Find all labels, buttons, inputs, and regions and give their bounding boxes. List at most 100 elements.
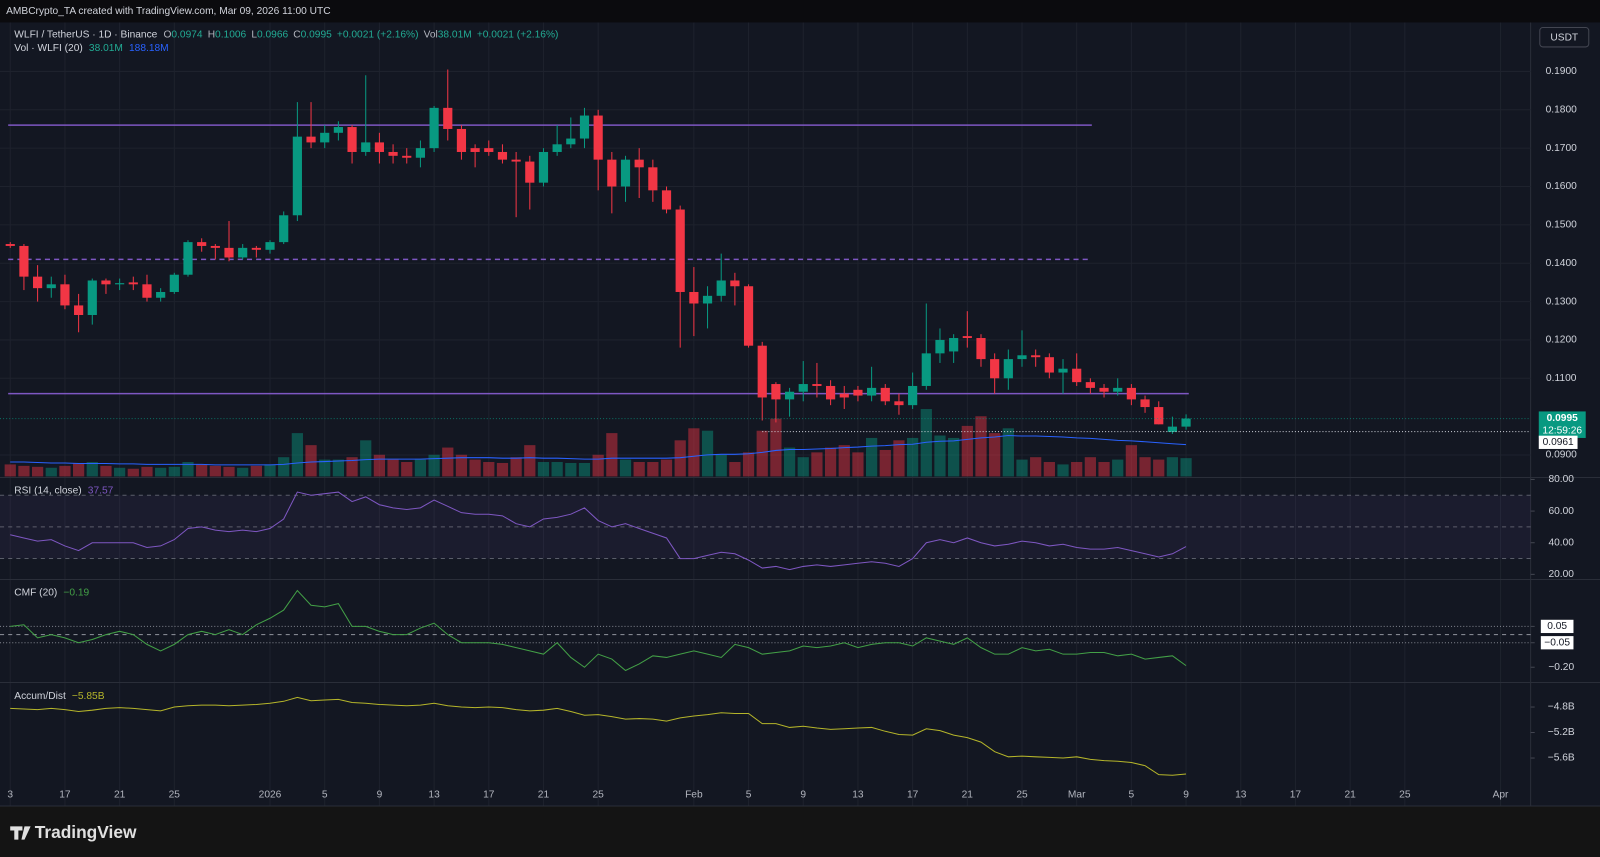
candle-body — [1099, 387, 1109, 392]
y-tick-label: −0.05 — [1544, 637, 1570, 648]
rsi-title: RSI (14, close) — [14, 485, 81, 496]
volume-bar — [45, 467, 57, 477]
x-tick-label: Apr — [1493, 789, 1509, 800]
candle-body — [470, 148, 480, 152]
volume-bar — [223, 466, 235, 477]
y-tick-label: 0.1700 — [1546, 143, 1577, 154]
h-value: 0.1006 — [215, 29, 246, 40]
candle-body — [1017, 355, 1027, 360]
x-tick-label: 25 — [592, 789, 604, 800]
candle-body — [197, 242, 207, 246]
x-tick-label: 9 — [800, 789, 806, 800]
y-tick-label: 20.00 — [1548, 569, 1574, 580]
candle-body — [867, 387, 877, 396]
candle-body — [46, 284, 56, 289]
volume-bar — [401, 462, 413, 477]
indicator-line — [10, 491, 1187, 571]
legend-volume: Vol · WLFI (20) 38.01M 188.18M — [14, 43, 168, 54]
bottom-bar — [0, 805, 1600, 857]
x-tick-label: 13 — [428, 789, 440, 800]
volume-bar — [278, 457, 290, 477]
x-tick-label: 17 — [1290, 789, 1302, 800]
x-tick-label: 25 — [1399, 789, 1411, 800]
candle-body — [74, 305, 84, 316]
candle-body — [1154, 407, 1164, 425]
symbol: WLFI / TetherUS · 1D · Binance — [14, 29, 157, 40]
candle-body — [279, 215, 289, 243]
candle-body — [1181, 418, 1191, 427]
volume-bar — [551, 462, 563, 477]
candle-body — [169, 274, 179, 292]
chart-area — [0, 22, 1600, 806]
candle-body — [607, 159, 617, 187]
volume-bar — [31, 466, 44, 477]
volume-bar — [305, 445, 317, 477]
volume-bar — [797, 457, 809, 477]
candle-body — [702, 295, 713, 304]
x-tick-label: 21 — [1344, 789, 1356, 800]
volume-bar — [907, 437, 919, 477]
volume-bar — [852, 452, 864, 477]
vol-ma-last: 188.18M — [129, 43, 169, 54]
candle-body — [525, 161, 535, 183]
volume-bar — [1043, 462, 1055, 477]
y-tick-label: 0.1900 — [1546, 66, 1577, 77]
volume-bar — [674, 440, 686, 477]
candle-body — [648, 167, 658, 191]
volume-bar — [1125, 445, 1137, 477]
volume-bar — [729, 462, 741, 477]
volume-bar — [209, 465, 221, 477]
volume-bar — [332, 459, 345, 477]
candle-body — [552, 144, 562, 152]
volume-bar — [715, 454, 727, 477]
candle-body — [661, 190, 672, 210]
volume-bar — [606, 433, 618, 477]
x-tick-label: 5 — [322, 789, 328, 800]
currency-button[interactable] — [1539, 27, 1590, 48]
volume-bar — [838, 445, 850, 477]
candle-body — [1058, 368, 1068, 373]
volume-bar — [73, 462, 85, 477]
c-letter: C — [293, 29, 300, 40]
candle-body — [183, 242, 193, 275]
volume-bar — [524, 445, 536, 477]
candle-body — [880, 387, 890, 402]
y-tick-label: 0.1100 — [1546, 373, 1577, 384]
price-label: 0.0995 — [1547, 413, 1578, 424]
level-label-box — [1540, 636, 1574, 650]
level-label-box — [1540, 619, 1574, 634]
volume-bar — [565, 462, 577, 477]
candle-body — [224, 247, 234, 258]
candle-body — [1126, 387, 1136, 400]
candle-body — [238, 247, 248, 258]
candle-body — [1031, 355, 1041, 358]
volume-ma-line — [10, 435, 1187, 466]
candle-body — [743, 286, 754, 346]
candle-body — [675, 209, 685, 292]
x-tick-label: 5 — [1129, 789, 1135, 800]
currency[interactable]: USDT — [1550, 32, 1578, 43]
top-bar — [0, 0, 1600, 23]
brand: TradingView — [35, 822, 137, 842]
volume-bar — [770, 418, 782, 477]
volume-bar — [660, 459, 673, 477]
volume-bar — [1057, 464, 1069, 477]
volume-bar — [182, 462, 194, 477]
y-tick-label: 0.05 — [1547, 621, 1567, 632]
ad-title: Accum/Dist — [14, 690, 66, 701]
y-tick-label: 40.00 — [1548, 537, 1574, 548]
candle-body — [908, 385, 918, 406]
legend-ad: Accum/Dist −5.85B — [14, 690, 104, 701]
candle-body — [962, 336, 972, 339]
candle-body — [388, 151, 398, 156]
volume-bar — [1016, 459, 1028, 477]
o-letter: O — [163, 29, 171, 40]
volume-bar — [360, 440, 372, 477]
volume-bar — [1153, 459, 1165, 477]
volume-bar — [633, 462, 645, 477]
volume-bar — [510, 457, 522, 477]
candle-body — [1113, 387, 1123, 392]
x-tick-label: 17 — [907, 789, 919, 800]
